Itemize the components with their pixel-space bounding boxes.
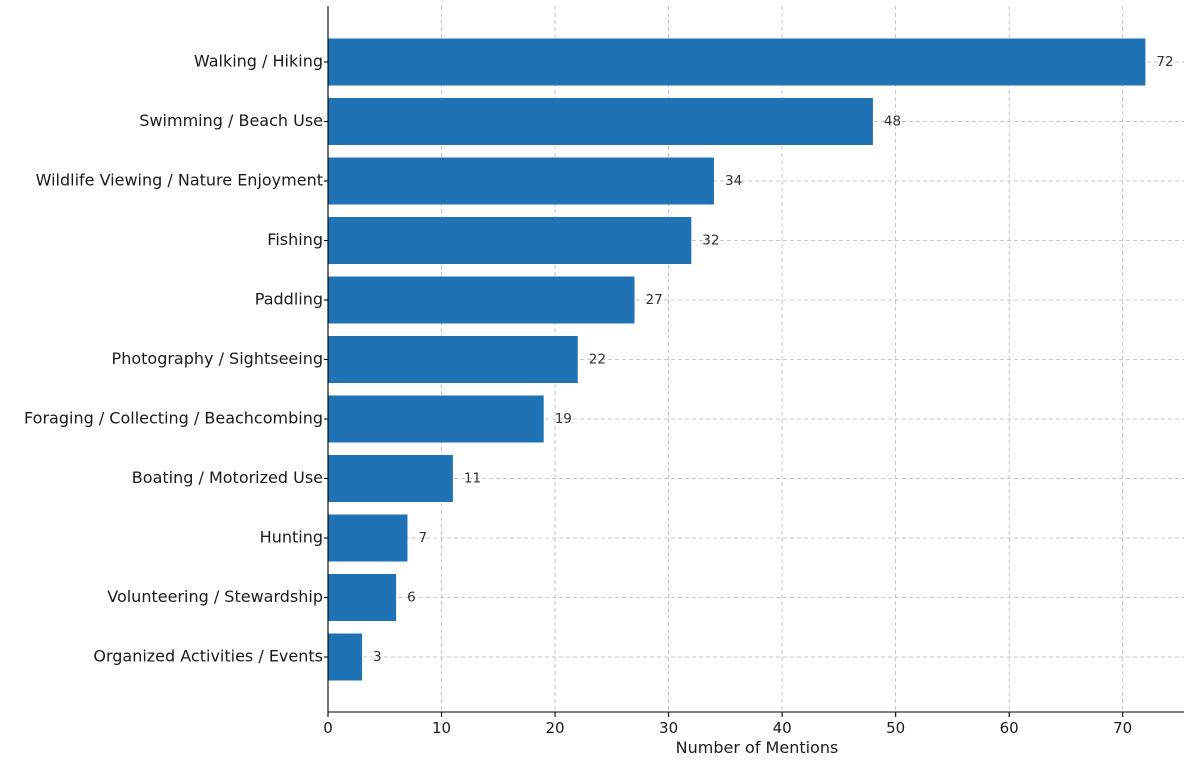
bar-2 [328,157,714,205]
bar-5 [328,336,578,383]
category-label-7: Boating / Motorized Use [132,468,323,487]
data-label-2: 34 [725,173,742,189]
x-axis-title: Number of Mentions [676,738,839,757]
category-label-9: Volunteering / Stewardship [107,587,323,606]
bar-6 [328,395,544,443]
x-tick-label-7: 70 [1113,719,1132,737]
bar-3 [328,217,692,264]
bar-1 [328,98,873,145]
x-tick-label-2: 20 [546,719,565,737]
bar-10 [328,633,363,681]
category-label-8: Hunting [260,528,323,547]
data-labels: 72 48 34 32 27 22 19 11 7 6 3 [373,54,1174,665]
data-label-5: 22 [589,352,606,368]
bar-7 [328,455,453,502]
x-tick-label-1: 10 [432,719,451,737]
x-tick-label-0: 0 [323,719,333,737]
bar-8 [328,514,408,562]
data-label-3: 32 [702,233,719,249]
category-label-4: Paddling [255,290,323,309]
data-label-1: 48 [884,114,901,130]
category-label-6: Foraging / Collecting / Beachcombing [24,409,323,428]
category-label-10: Organized Activities / Events [93,647,323,666]
x-tick-label-4: 40 [773,719,792,737]
x-tick-label-5: 50 [886,719,905,737]
axes: Walking / Hiking Swimming / Beach Use Wild… [24,6,1184,737]
category-label-2: Wildlife Viewing / Nature Enjoyment [36,171,323,190]
data-label-7: 11 [464,471,481,487]
category-label-1: Swimming / Beach Use [139,111,323,130]
x-tick-label-6: 60 [1000,719,1019,737]
category-label-5: Photography / Sightseeing [112,349,323,368]
data-label-4: 27 [646,292,663,308]
bars [328,38,1146,681]
bar-0 [328,38,1146,86]
data-label-8: 7 [418,530,427,546]
data-label-6: 19 [555,411,572,427]
data-label-0: 72 [1156,54,1173,70]
bar-9 [328,574,397,621]
x-tick-label-3: 30 [659,719,678,737]
category-label-0: Walking / Hiking [194,52,323,71]
bar-4 [328,276,635,324]
category-label-3: Fishing [267,230,323,249]
data-label-10: 3 [373,649,382,665]
data-label-9: 6 [407,590,416,606]
